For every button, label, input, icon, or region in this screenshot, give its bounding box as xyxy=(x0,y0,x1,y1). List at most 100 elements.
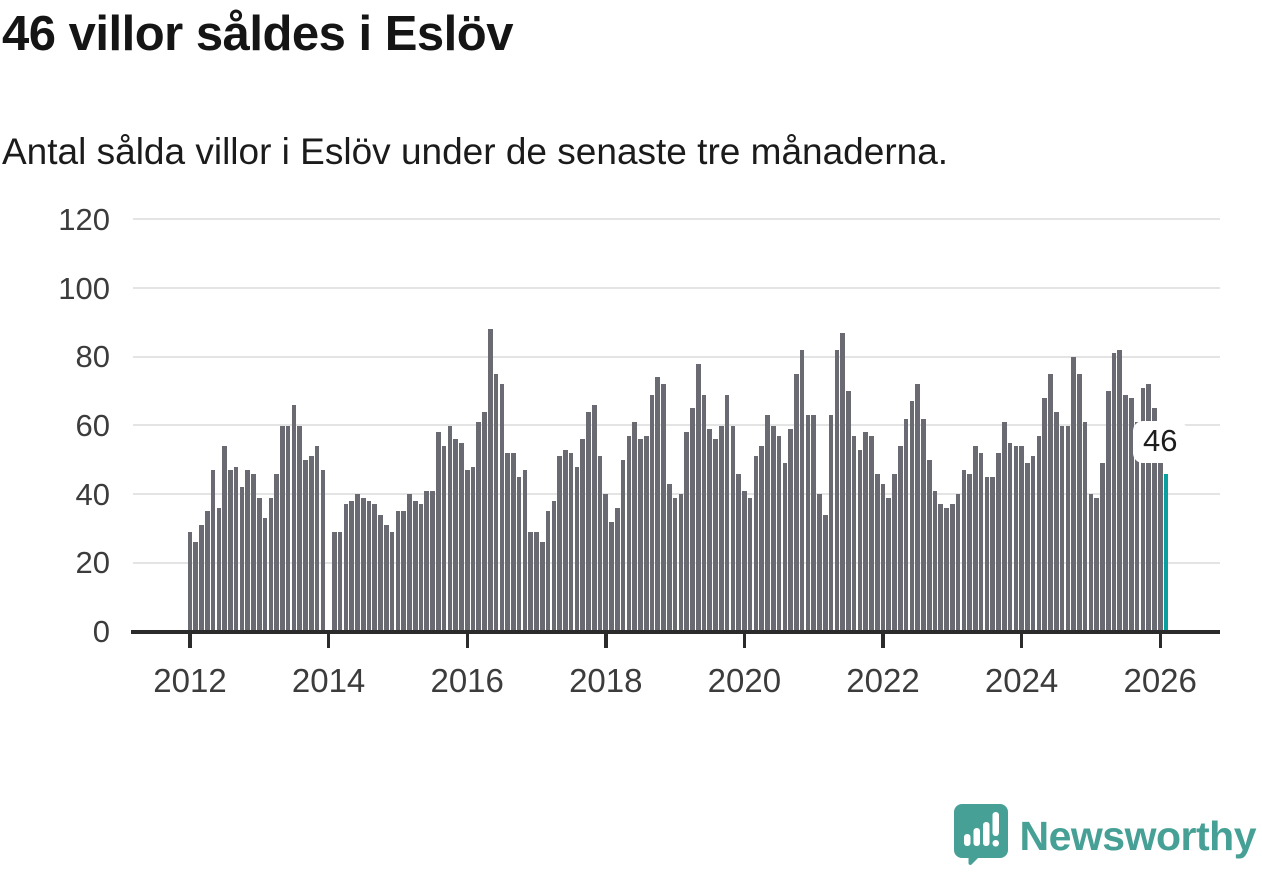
x-axis-tick-2024 xyxy=(1019,634,1024,648)
bar xyxy=(418,504,424,632)
bar xyxy=(747,497,753,632)
bar xyxy=(620,459,626,632)
bar xyxy=(973,446,978,632)
y-axis-label-0: 0 xyxy=(92,614,110,649)
bar xyxy=(245,470,251,632)
chart-title: 46 villor såldes i Eslöv xyxy=(2,7,513,61)
bar xyxy=(343,504,349,632)
bar xyxy=(736,473,741,632)
bar xyxy=(643,435,649,632)
bar xyxy=(557,456,562,632)
gridline-y-100 xyxy=(133,287,1220,290)
bar xyxy=(1036,435,1042,632)
bar xyxy=(493,373,499,632)
bar xyxy=(586,411,591,632)
bar xyxy=(805,415,811,632)
highlighted-bar xyxy=(1163,473,1169,632)
bar xyxy=(453,439,458,632)
bar xyxy=(1082,422,1088,632)
bar xyxy=(528,531,534,632)
bar xyxy=(424,490,430,632)
bar xyxy=(713,439,718,632)
bar xyxy=(233,466,239,632)
bar xyxy=(511,452,516,632)
x-axis-label-2016: 2016 xyxy=(430,661,504,699)
bar xyxy=(366,501,372,632)
bar xyxy=(967,473,972,632)
bar xyxy=(1111,353,1117,632)
bar xyxy=(759,446,765,632)
bar xyxy=(239,487,245,632)
bar xyxy=(776,435,782,632)
bar xyxy=(880,483,886,632)
bar xyxy=(332,531,337,632)
bar xyxy=(251,473,256,632)
bar xyxy=(695,363,701,632)
x-axis-line xyxy=(131,629,1220,634)
bar xyxy=(355,494,360,632)
bar xyxy=(516,477,522,632)
bar xyxy=(690,408,695,632)
bar xyxy=(297,425,303,632)
bar xyxy=(1053,411,1059,632)
bar xyxy=(482,411,487,632)
bar xyxy=(1019,446,1024,632)
bar xyxy=(563,449,568,632)
bar xyxy=(898,446,903,632)
bar xyxy=(574,466,580,632)
bar xyxy=(303,459,308,632)
bar xyxy=(615,507,620,632)
bar xyxy=(441,446,447,632)
bar xyxy=(436,432,441,632)
bar xyxy=(667,483,672,632)
bar xyxy=(649,394,655,632)
bar xyxy=(1025,463,1030,632)
bar xyxy=(632,422,637,632)
bar xyxy=(817,494,822,632)
x-axis-tick-2022 xyxy=(881,634,885,648)
bar xyxy=(834,349,840,632)
y-axis-label-120: 120 xyxy=(58,201,110,237)
gridline-y-60 xyxy=(133,424,1220,427)
bar xyxy=(199,525,204,632)
bar xyxy=(505,452,510,632)
bar xyxy=(291,404,297,632)
bar xyxy=(597,456,603,632)
bar xyxy=(187,531,193,632)
x-axis-tick-2016 xyxy=(465,634,469,648)
bar xyxy=(1152,408,1157,632)
bar xyxy=(430,490,435,632)
bar xyxy=(984,477,990,632)
y-axis-label-40: 40 xyxy=(75,476,110,512)
bar xyxy=(285,425,291,632)
bar xyxy=(903,418,909,632)
bar xyxy=(1157,459,1163,632)
gridline-y-40 xyxy=(133,493,1220,496)
bar xyxy=(678,494,684,632)
newsworthy-logo: Newsworthy xyxy=(952,803,1256,870)
bar xyxy=(672,497,678,632)
bar xyxy=(274,473,279,632)
bar xyxy=(360,497,366,632)
bar xyxy=(638,439,643,632)
chart-subtitle: Antal sålda villor i Eslöv under de sena… xyxy=(2,131,949,172)
bar xyxy=(378,514,383,632)
bar xyxy=(996,452,1001,632)
bar xyxy=(210,470,216,632)
x-axis-label-2012: 2012 xyxy=(153,661,227,699)
bar xyxy=(1042,398,1048,632)
bar xyxy=(840,332,845,632)
bar xyxy=(499,384,505,632)
bar xyxy=(1134,422,1140,632)
bar xyxy=(684,432,689,632)
x-axis-label-2022: 2022 xyxy=(846,661,920,699)
value-callout: 46 xyxy=(1133,421,1188,463)
y-axis-label-100: 100 xyxy=(58,270,110,306)
bar xyxy=(1077,373,1082,632)
bar xyxy=(655,377,661,632)
bar xyxy=(1100,463,1105,632)
bar xyxy=(522,470,528,632)
bar xyxy=(476,422,482,632)
bar xyxy=(580,439,586,632)
